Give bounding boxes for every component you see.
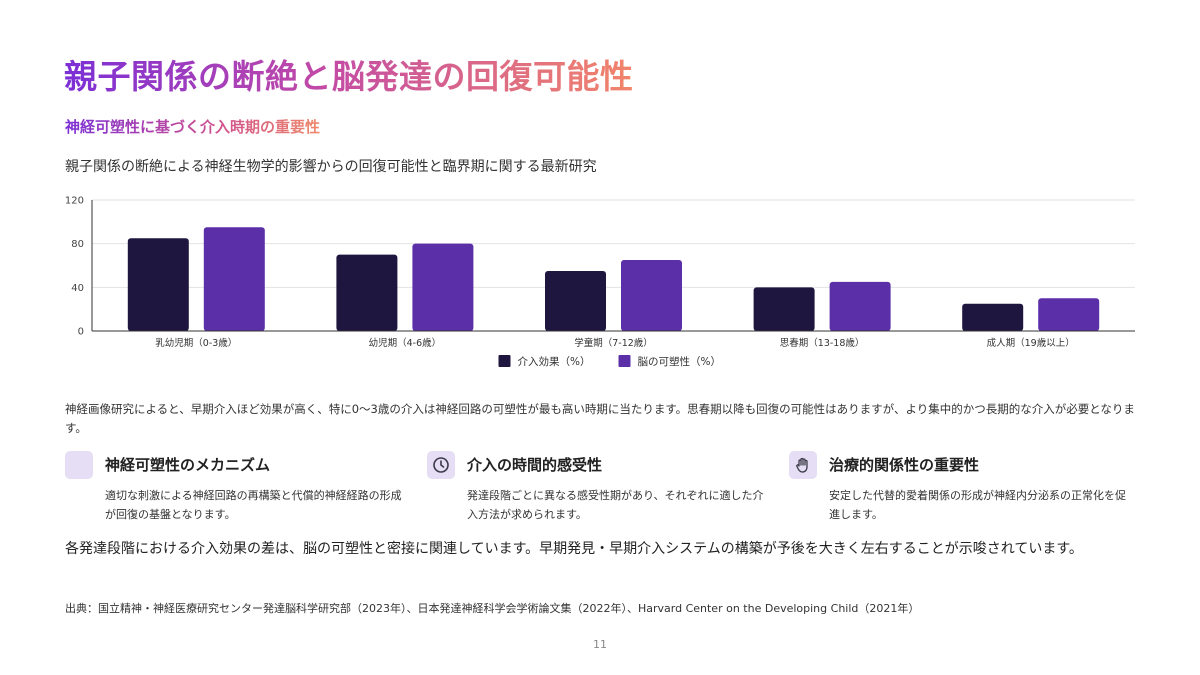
x-tick-label: 学童期（7-12歳） [574,337,653,349]
bar [545,270,606,331]
bar-chart: 0 40 80 120 乳幼児期（0-3歳） 幼児期（4-6歳） 学童期（7-12歳） 思春期… [65,196,1135,368]
x-tick-label: 成人期（19歳以上） [987,337,1075,349]
legend-label: 脳の可塑性（%） [638,355,721,368]
chart-heading: 親子関係の断絶による神経生物学的影響からの回復可能性と臨界期に関する最新研究 [65,159,597,175]
brain-icon [65,451,93,479]
feature-description: 適切な刺激による神経回路の再構築と代償的神経経路の形成が回復の基盤となります。 [105,489,402,521]
y-tick-label: 80 [71,239,84,250]
legend-swatch [498,355,511,367]
x-tick-label: 思春期（13-18歳） [780,337,865,349]
bar [203,227,265,331]
x-tick-label: 乳幼児期（0-3歳） [155,337,237,349]
bar [127,238,189,331]
bar [412,243,474,331]
legend-label: 介入効果（%） [518,355,591,368]
conclusion-text: 各発達段階における介入効果の差は、脳の可塑性と密接に関連しています。早期発見・早… [65,541,1083,557]
legend-swatch [618,355,631,367]
feature-title: 神経可塑性のメカニズム [105,456,271,474]
y-tick-label: 0 [78,327,84,338]
bar [753,287,815,331]
y-tick-label: 120 [65,196,84,207]
y-tick-label: 40 [71,283,84,294]
x-tick-label: 幼児期（4-6歳） [369,337,442,349]
bar [1038,298,1100,331]
feature-description: 発達段階ごとに異なる感受性期があり、それぞれに適した介入方法が求められます。 [467,489,764,521]
bar [962,303,1024,331]
source-citation: 出典：国立精神・神経医療研究センター発達脳科学研究部（2023年）、日本発達神経… [65,602,920,615]
bar [336,254,398,331]
feature-title: 介入の時間的感受性 [467,456,603,474]
bar [829,281,891,331]
clock-icon [427,451,455,479]
page-subtitle: 神経可塑性に基づく介入時期の重要性 [65,118,321,136]
page-title: 親子関係の断絶と脳発達の回復可能性 [64,50,634,98]
feature-description: 安定した代替的愛着関係の形成が神経内分泌系の正常化を促進します。 [829,489,1126,521]
body-text: 神経画像研究によると、早期介入ほど効果が高く、特に0〜3歳の介入は神経回路の可塑… [65,402,1135,435]
bar [621,260,682,331]
hand-icon [789,451,817,479]
page-number: 11 [593,638,607,651]
feature-title: 治療的関係性の重要性 [829,456,980,474]
